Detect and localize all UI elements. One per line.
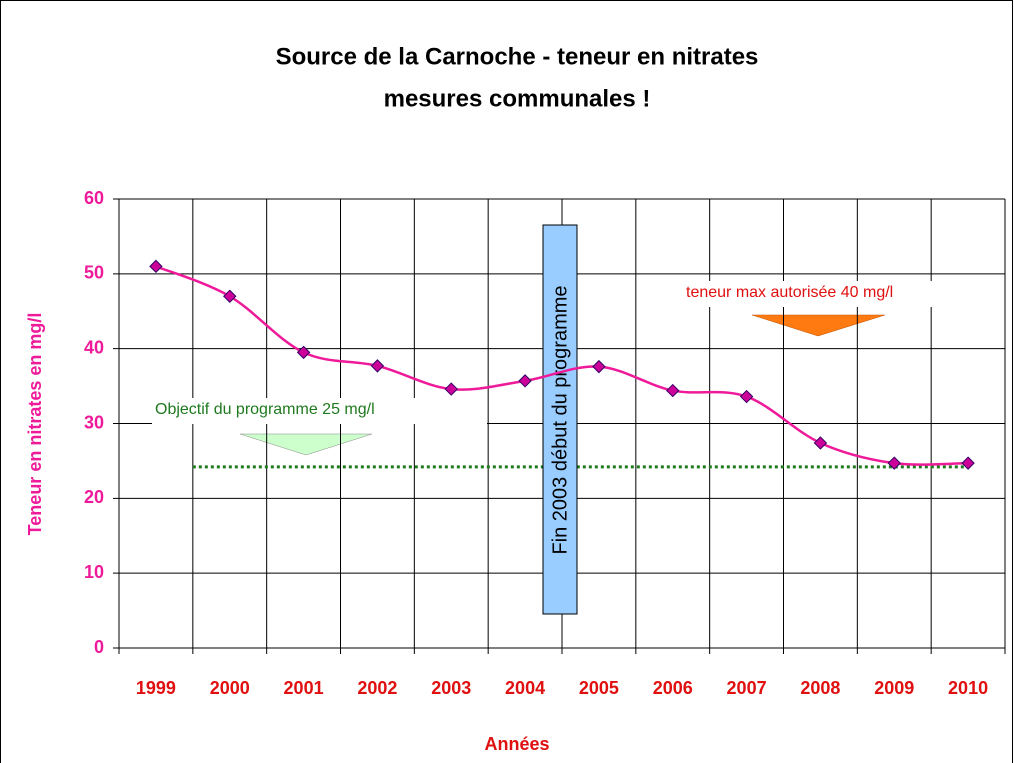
chart-title: Source de la Carnoche - teneur en nitrat…: [276, 43, 759, 70]
y-tick-label: 10: [84, 562, 104, 582]
data-point: [149, 259, 163, 274]
x-tick-label: 2006: [653, 678, 693, 698]
x-tick-label: 2003: [431, 678, 471, 698]
data-point: [296, 345, 311, 360]
y-axis-label: Teneur en nitrates en mg/l: [25, 313, 45, 536]
y-tick-label: 50: [84, 263, 104, 283]
x-tick-label: 2008: [800, 678, 840, 698]
data-point: [444, 382, 458, 396]
max-label: teneur max autorisée 40 mg/l: [686, 284, 893, 301]
data-point: [370, 359, 385, 373]
x-axis-label: Années: [484, 734, 549, 754]
y-tick-label: 30: [84, 412, 104, 432]
objective-label-bg: [152, 398, 487, 424]
x-tick-label: 2010: [948, 678, 988, 698]
x-tick-label: 2001: [284, 678, 324, 698]
data-point: [223, 289, 237, 303]
chart-subtitle: mesures communales !: [384, 85, 651, 112]
data-point: [739, 389, 754, 404]
objective-arrow: [239, 433, 373, 456]
y-tick-label: 0: [94, 637, 104, 657]
x-tick-label: 2007: [727, 678, 767, 698]
x-tick-label: 2009: [874, 678, 914, 698]
program-label: Fin 2003 début du programme: [549, 285, 571, 554]
x-tick-label: 2000: [210, 678, 250, 698]
data-point: [592, 359, 606, 374]
y-tick-label: 40: [84, 337, 104, 357]
max-arrow: [751, 314, 886, 337]
x-tick-label: 2004: [505, 678, 545, 698]
x-tick-label: 1999: [136, 678, 176, 698]
y-tick-label: 20: [84, 487, 104, 507]
objective-label: Objectif du programme 25 mg/l: [155, 401, 375, 418]
data-point: [666, 383, 680, 398]
data-point: [961, 456, 975, 470]
data-point: [813, 436, 828, 450]
x-tick-label: 2002: [357, 678, 397, 698]
data-point: [518, 374, 532, 388]
y-tick-label: 60: [84, 188, 104, 208]
max-label-bg: [683, 281, 968, 307]
x-tick-label: 2005: [579, 678, 619, 698]
data-point: [887, 456, 901, 470]
program-box: [542, 224, 578, 615]
